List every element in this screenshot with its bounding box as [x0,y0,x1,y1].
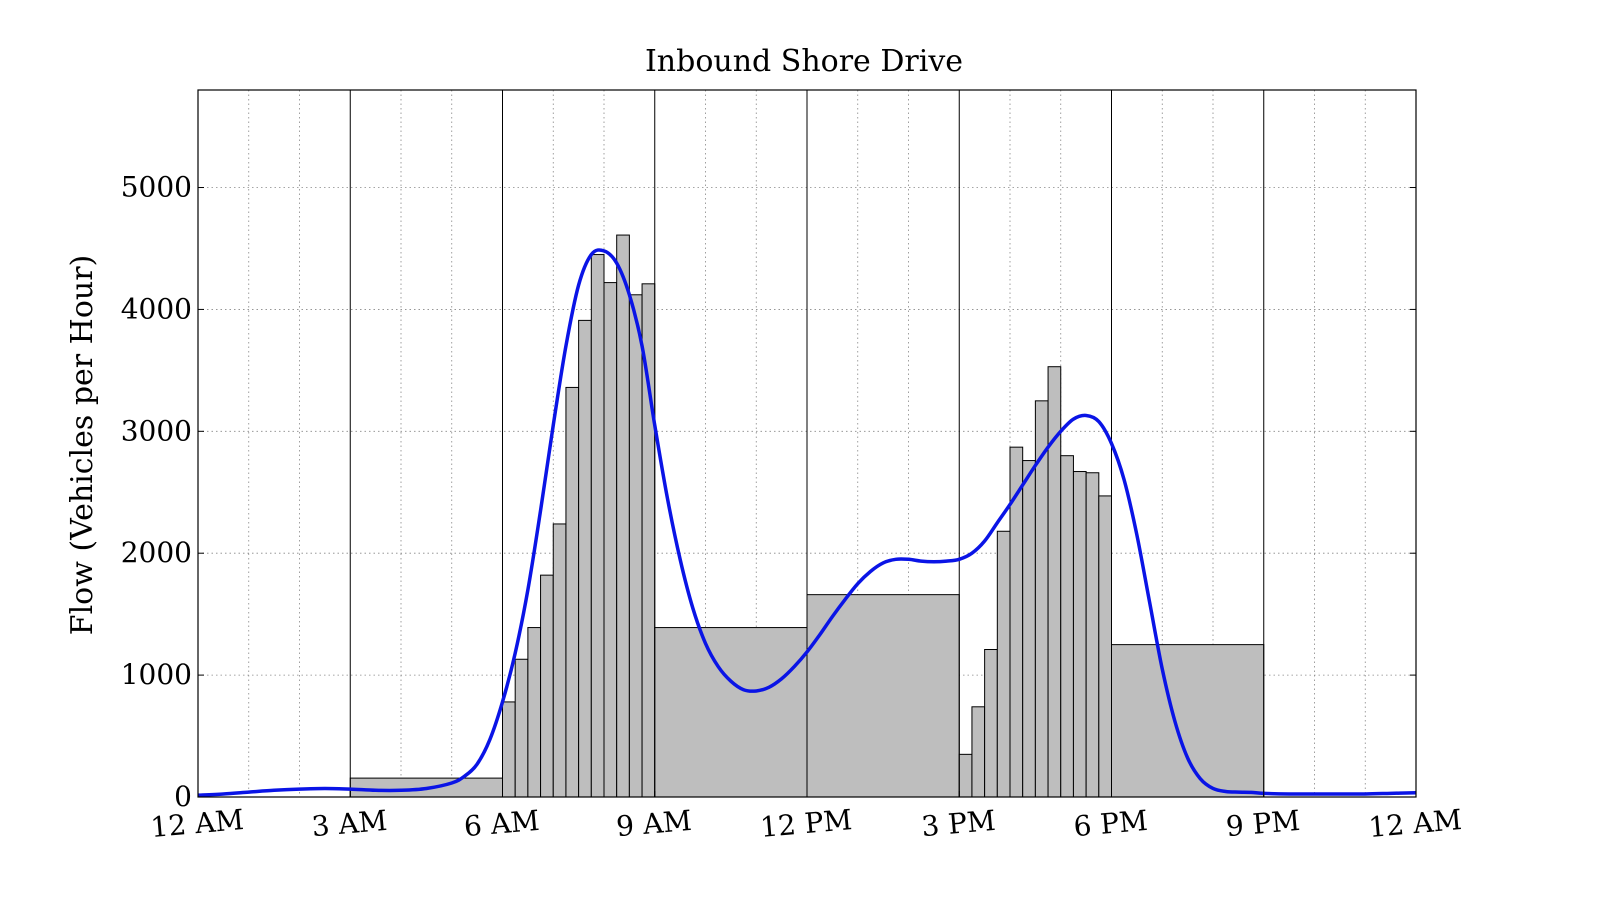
x-tick-label: 9 PM [1225,804,1302,843]
x-tick-label: 6 PM [1072,804,1149,843]
y-axis-label: Flow (Vehicles per Hour) [65,255,100,635]
histogram-bar [984,649,998,798]
x-tick-label: 3 AM [310,804,388,843]
y-tick-label: 1000 [121,658,192,691]
histogram-bars [349,234,1265,798]
histogram-bar [540,574,554,798]
histogram-bar [1022,460,1036,798]
y-tick-label: 5000 [121,171,192,204]
y-tick-label: 0 [174,780,192,813]
histogram-bar [1072,471,1087,798]
histogram-bar [1111,644,1265,798]
histogram-bar [565,386,580,798]
histogram-bar [654,627,808,798]
histogram-bar [514,658,529,798]
flow-curve-line [197,248,1417,797]
x-tick-label: 12 AM [1367,803,1463,844]
axis-ticks: 0 1000 2000 3000 4000 5000 12 AM 3 AM 6 AM 9 AM 12… [121,171,1463,845]
histogram-bar [590,254,605,798]
x-tick-label: 12 PM [759,803,854,844]
chart-title: Inbound Shore Drive [645,44,963,79]
histogram-bar [1098,495,1112,798]
histogram-bar [628,294,643,798]
flow-curve [197,248,1417,797]
x-tick-label: 3 PM [920,804,997,843]
histogram-bar [578,319,592,798]
x-tick-label: 6 AM [463,804,541,843]
histogram-bar [996,530,1011,798]
histogram-bar [552,523,567,798]
histogram-bar [616,234,630,798]
x-tick-label: 12 AM [149,803,245,844]
histogram-bar [502,701,516,798]
histogram-bar [971,706,986,798]
histogram-bar [527,627,542,798]
histogram-bar [806,594,960,798]
histogram-bar [603,282,618,798]
y-tick-label: 2000 [121,536,192,569]
histogram-bar [958,753,973,798]
y-tick-label: 4000 [121,292,192,325]
histogram-bar [1085,472,1100,798]
histogram-bar [1060,455,1074,798]
x-tick-label: 9 AM [615,804,693,843]
y-tick-label: 3000 [121,414,192,447]
